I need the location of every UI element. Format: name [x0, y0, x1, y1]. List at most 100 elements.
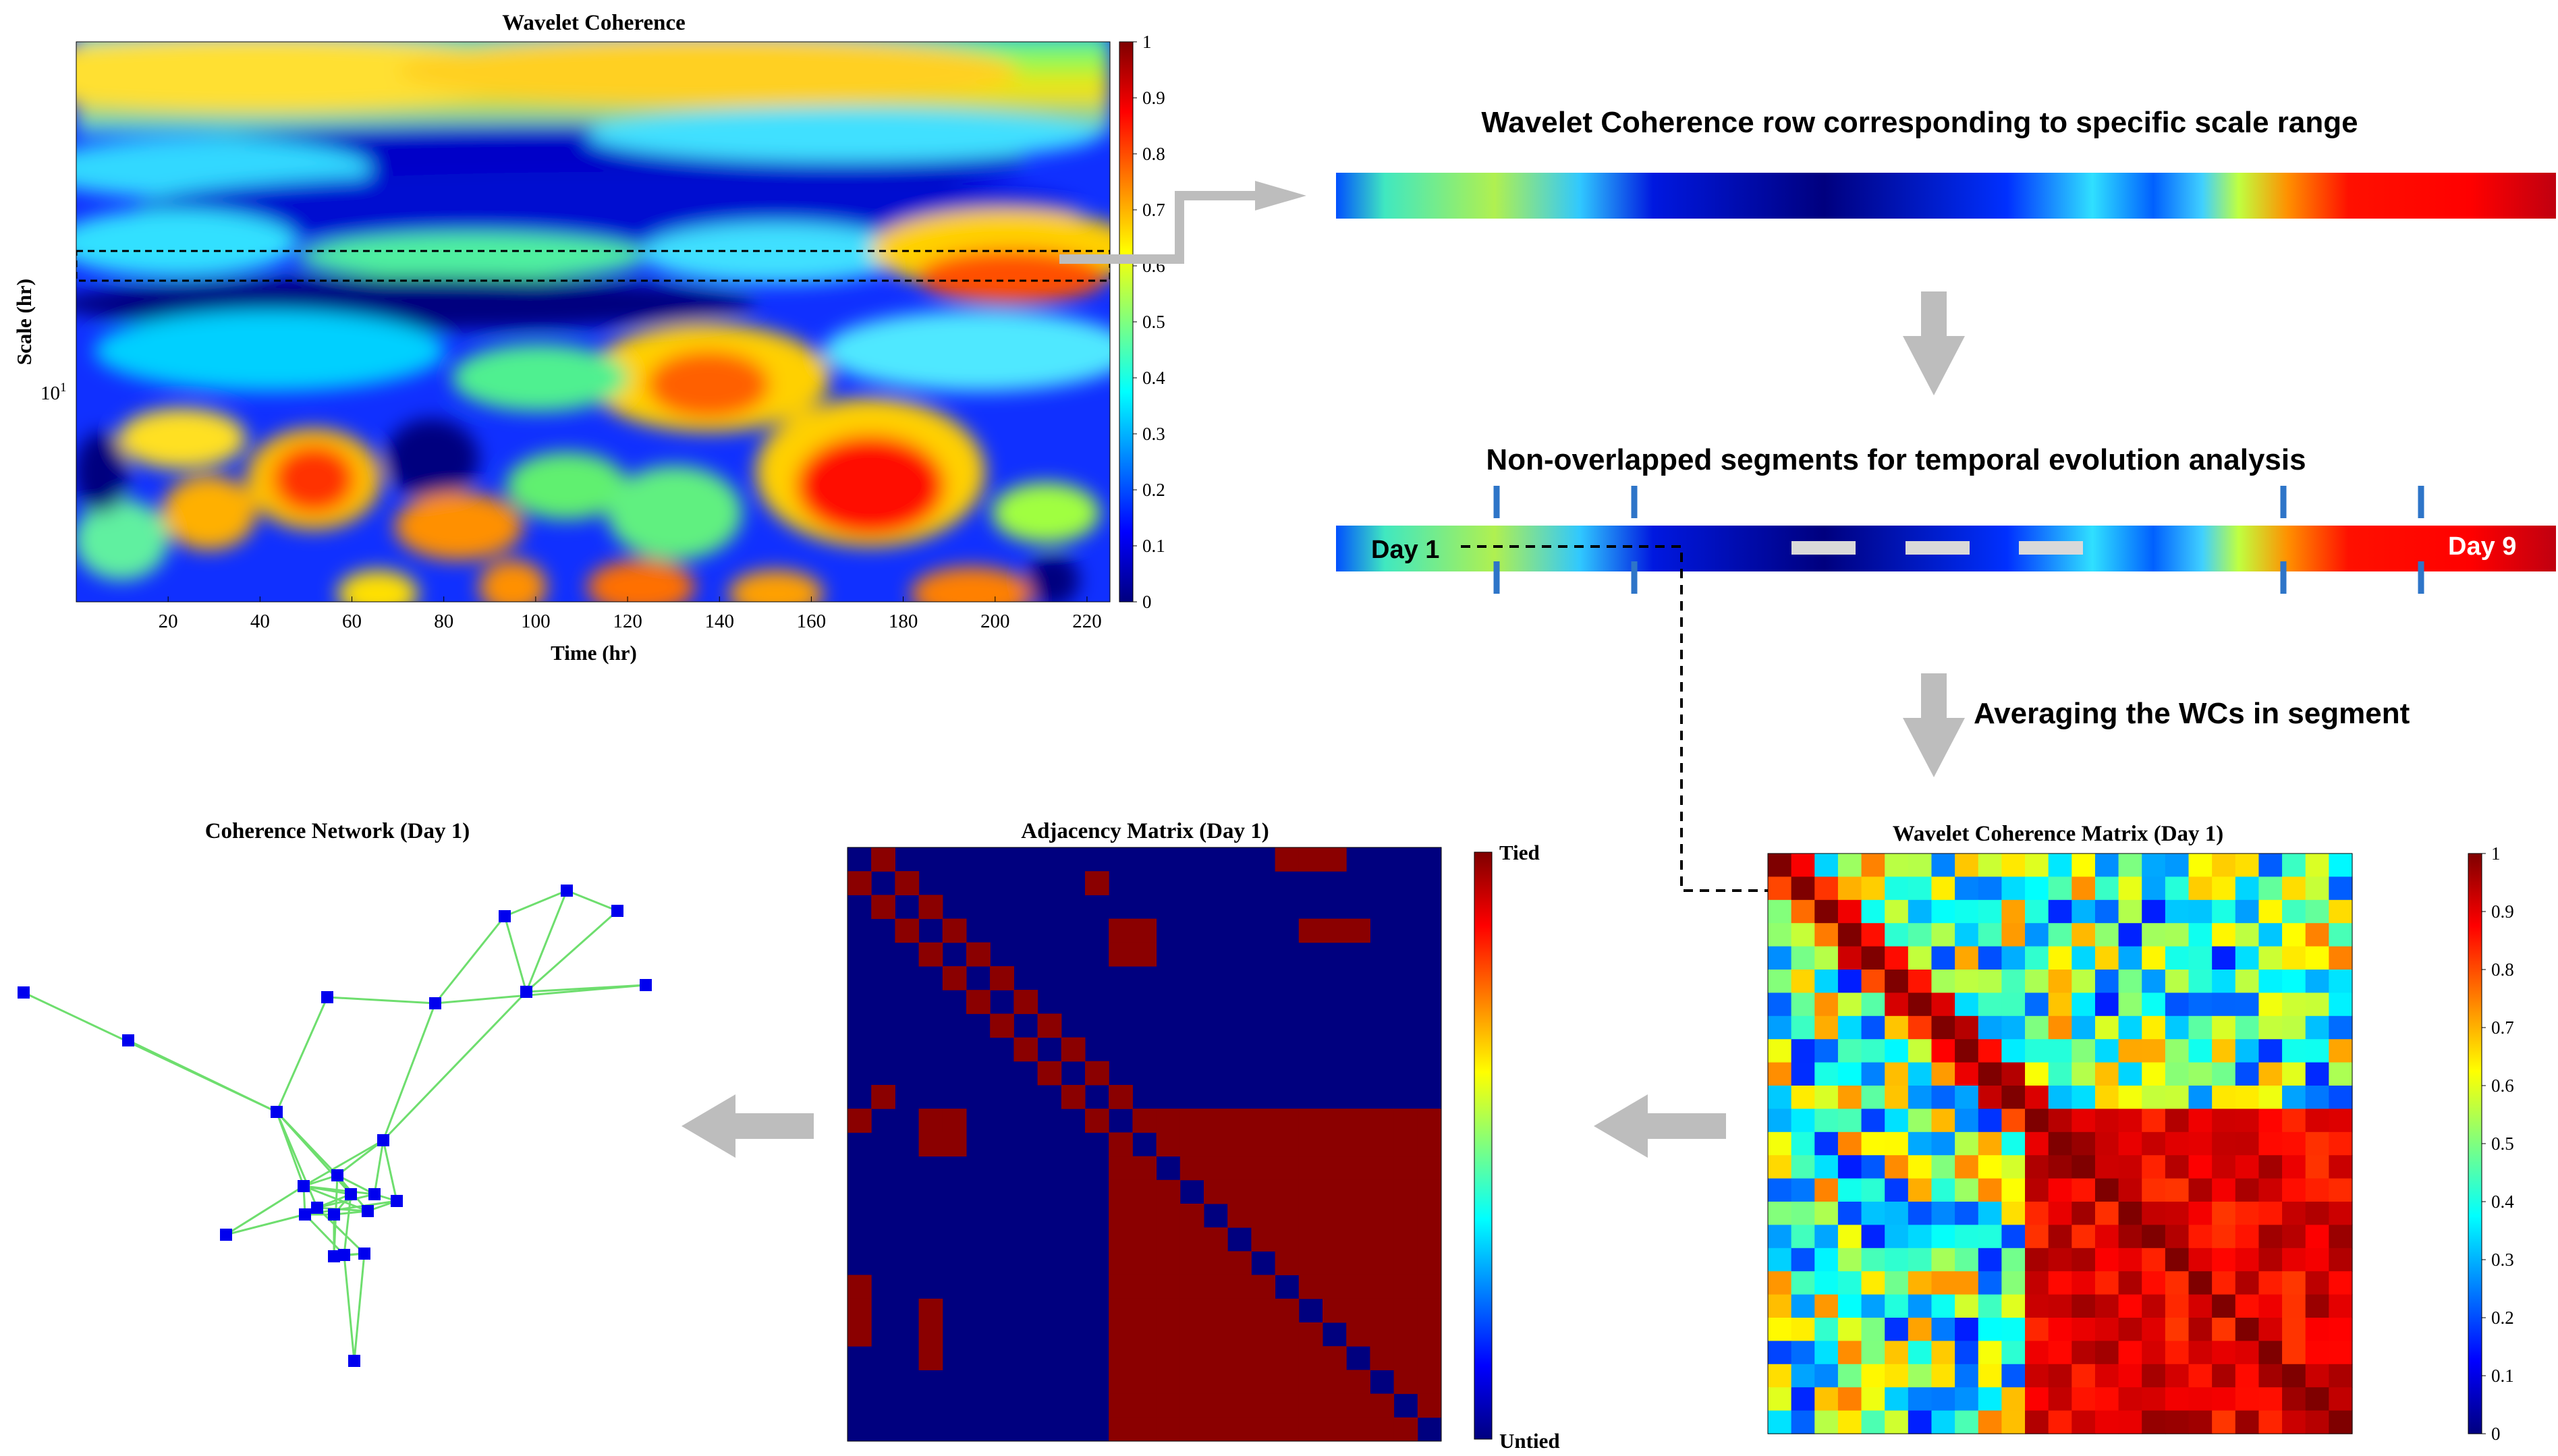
wcm-cell: [1791, 1062, 1815, 1086]
adjacency-cell: [1417, 1132, 1442, 1157]
adjacency-cell: [918, 1132, 943, 1157]
wcm-cell: [2329, 1062, 2353, 1086]
adjacency-cell: [1179, 1156, 1204, 1181]
wcm-cell: [1791, 923, 1815, 947]
wcm-cell: [2025, 1131, 2049, 1156]
wcm-cell: [2165, 1178, 2190, 1202]
adjacency-cell: [1323, 847, 1347, 872]
adjacency-cell: [1251, 1370, 1276, 1395]
wcm-cell: [2235, 899, 2260, 924]
wcm-cell: [1931, 853, 1955, 877]
wcm-cell: [1931, 923, 1955, 947]
wcm-cell: [1931, 1318, 1955, 1341]
wcm-cell: [1978, 1131, 2002, 1156]
wcm-cell: [1978, 1387, 2002, 1411]
wcm-cell: [2072, 1387, 2096, 1411]
wcm-cell: [2282, 1225, 2306, 1249]
wcm-cell: [1837, 970, 1862, 993]
colorbar-tick-label: 0.3: [2491, 1250, 2514, 1270]
wcm-cell: [1978, 1039, 2002, 1063]
adjacency-cell: [1346, 1393, 1370, 1418]
wcm-cell: [2165, 1086, 2190, 1109]
wcm-cell: [2048, 946, 2072, 970]
wcm-cell: [1908, 1202, 1933, 1225]
adjacency-cell: [1132, 1370, 1157, 1395]
wc-x-label: Time (hr): [551, 641, 637, 665]
colorbar-tick-label: 0.2: [2491, 1308, 2514, 1328]
wcm-cell: [2305, 1086, 2329, 1109]
adjacency-cell: [871, 1085, 895, 1109]
adjacency-colorbar: [1474, 851, 1493, 1440]
wcm-cell: [2094, 1271, 2119, 1295]
adjacency-cell: [1275, 1275, 1300, 1299]
adjacency-cell: [1156, 1204, 1181, 1228]
adjacency-panel: Adjacency Matrix (Day 1) Tied Untied: [847, 819, 1560, 1453]
wcm-cell: [1885, 1178, 1909, 1202]
wcm-cell: [1814, 1155, 1839, 1179]
network-edge: [303, 1139, 384, 1187]
adjacency-cell: [1109, 1393, 1133, 1418]
wcm-cell: [1837, 923, 1862, 947]
colorbar-tick-label: 0.5: [2491, 1133, 2514, 1154]
adjacency-cell: [1204, 1179, 1228, 1204]
wcm-cell: [2094, 970, 2119, 993]
wcm-cell: [1861, 1271, 1885, 1295]
wcm-cell: [1908, 853, 1933, 877]
wcm-cell: [1885, 1410, 1909, 1434]
wcm-cell: [2001, 876, 2026, 901]
colorbar-tick-label: 0.4: [1142, 368, 1165, 388]
wc-row-title: Wavelet Coherence row corresponding to s…: [1481, 106, 2358, 139]
wcm-cell: [2329, 923, 2353, 947]
adjacency-cell: [1393, 1156, 1418, 1181]
adjacency-cell: [1417, 1204, 1442, 1228]
network-node: [338, 1249, 350, 1261]
adjacency-cell: [1370, 1322, 1395, 1347]
wcm-cell: [2235, 1364, 2260, 1388]
wcm-cell: [1861, 1086, 1885, 1109]
wcm-cell: [1861, 1202, 1885, 1225]
adjacency-cell: [1346, 1227, 1370, 1252]
wcm-cell: [2212, 1248, 2236, 1272]
wcm-cell: [2329, 970, 2353, 993]
colorbar-tick-label: 0.4: [2491, 1192, 2514, 1212]
wcm-cell: [2165, 1387, 2190, 1411]
wcm-cell: [1768, 1202, 1792, 1225]
wcm-cell: [2165, 970, 2190, 993]
wcm-cell: [2329, 1387, 2353, 1411]
wcm-cell: [2001, 1131, 2026, 1156]
adjacency-cell: [1275, 1204, 1300, 1228]
wcm-cell: [2025, 1248, 2049, 1272]
wcm-cell: [2118, 1341, 2142, 1365]
adjacency-cell: [942, 942, 967, 967]
wcm-cell: [1837, 853, 1862, 877]
wcm-cell: [2212, 1109, 2236, 1133]
wcm-cell: [1908, 946, 1933, 970]
adjacency-cell: [1275, 1322, 1300, 1347]
wcm-cell: [2142, 1015, 2166, 1040]
wcm-cell: [2048, 853, 2072, 877]
wcm-cell: [2329, 1086, 2353, 1109]
adjacency-cell: [942, 918, 967, 943]
adjacency-cell: [918, 895, 943, 920]
adjacency-cell: [1370, 1251, 1395, 1276]
wc-x-tick-label: 100: [521, 611, 551, 632]
adjacency-cell: [1298, 1156, 1323, 1181]
wcm-cell: [1861, 1410, 1885, 1434]
wcm-cell: [1768, 1178, 1792, 1202]
wcm-cell: [2258, 1410, 2283, 1434]
wcm-cell: [2142, 853, 2166, 877]
network-panel: Coherence Network (Day 1): [18, 819, 652, 1367]
wcm-cell: [2212, 899, 2236, 924]
wcm-cell: [1885, 1062, 1909, 1086]
adjacency-cell: [1156, 1227, 1181, 1252]
wcm-cell: [2329, 899, 2353, 924]
wcm-cell: [2305, 1364, 2329, 1388]
adjacency-cell: [1227, 1275, 1252, 1299]
wcm-cell: [2142, 1155, 2166, 1179]
wcm-cell: [2188, 1410, 2213, 1434]
wcm-cell: [1814, 1086, 1839, 1109]
wcm-cell: [1814, 1364, 1839, 1388]
wcm-cell: [2072, 1410, 2096, 1434]
wcm-cell: [1885, 853, 1909, 877]
wcm-cell: [2165, 899, 2190, 924]
